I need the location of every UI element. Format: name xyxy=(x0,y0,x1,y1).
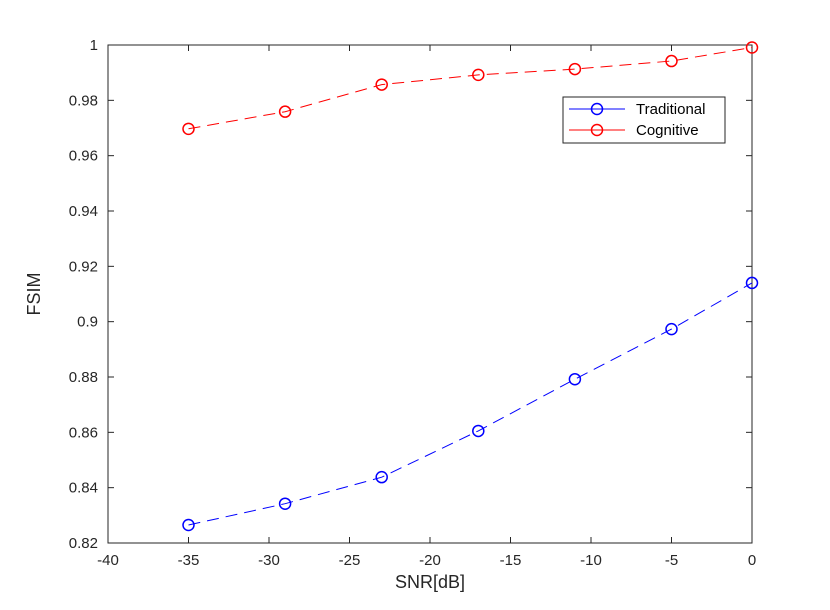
legend: Traditional Cognitive xyxy=(562,96,726,144)
data-point-traditional xyxy=(472,424,485,438)
series-layer xyxy=(182,41,759,532)
data-point-cognitive xyxy=(745,41,759,54)
data-point-traditional xyxy=(278,497,292,510)
data-point-traditional xyxy=(182,518,195,532)
data-point-cognitive xyxy=(472,68,485,82)
series-line-traditional xyxy=(188,282,753,526)
y-tick-label: 0.86 xyxy=(69,424,98,441)
data-point-traditional xyxy=(745,276,759,290)
data-point-cognitive xyxy=(375,78,388,91)
x-axis-title: SNR[dB] xyxy=(395,572,465,592)
data-point-traditional xyxy=(665,322,678,336)
y-tick-label: 0.82 xyxy=(69,535,98,552)
legend-marker-cognitive xyxy=(590,123,604,137)
x-tick-label: -20 xyxy=(419,552,441,569)
y-tick-label: 0.9 xyxy=(77,314,98,331)
x-tick-label: -15 xyxy=(500,552,522,569)
data-point-traditional xyxy=(375,470,388,484)
y-tick-label: 1 xyxy=(90,37,98,54)
x-tick-label: -40 xyxy=(97,552,119,569)
legend-box xyxy=(562,96,726,144)
legend-label-cognitive: Cognitive xyxy=(636,122,699,139)
data-point-cognitive xyxy=(665,54,678,68)
x-tick-label: -30 xyxy=(258,552,280,569)
y-tick-label: 0.96 xyxy=(69,148,98,165)
y-tick-label: 0.84 xyxy=(69,480,98,497)
data-point-cognitive xyxy=(278,105,292,118)
y-tick-label: 0.98 xyxy=(69,92,98,109)
x-tick-label: -10 xyxy=(580,552,602,569)
y-tick-label: 0.94 xyxy=(69,203,98,220)
data-point-cognitive xyxy=(182,122,195,136)
data-point-traditional xyxy=(568,372,582,386)
x-tick-label: -25 xyxy=(339,552,361,569)
axis-ticks: -40 -35 -30 -25 -20 -15 -10 -5 0 0.82 0.84 0.86 0.88… xyxy=(69,37,756,569)
y-tick-label: 0.88 xyxy=(69,369,98,386)
series-line-cognitive xyxy=(188,47,753,130)
legend-marker-traditional xyxy=(590,102,604,116)
legend-label-traditional: Traditional xyxy=(636,101,705,118)
y-axis-title: FSIM xyxy=(24,273,44,316)
x-tick-label: 0 xyxy=(748,552,756,569)
data-point-cognitive xyxy=(568,62,582,76)
x-tick-label: -35 xyxy=(178,552,200,569)
x-tick-label: -5 xyxy=(665,552,678,569)
y-tick-label: 0.92 xyxy=(69,258,98,275)
